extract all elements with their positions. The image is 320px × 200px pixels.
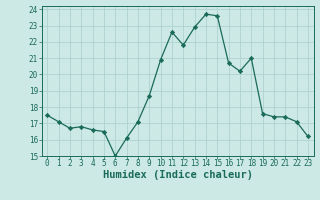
X-axis label: Humidex (Indice chaleur): Humidex (Indice chaleur) — [103, 170, 252, 180]
